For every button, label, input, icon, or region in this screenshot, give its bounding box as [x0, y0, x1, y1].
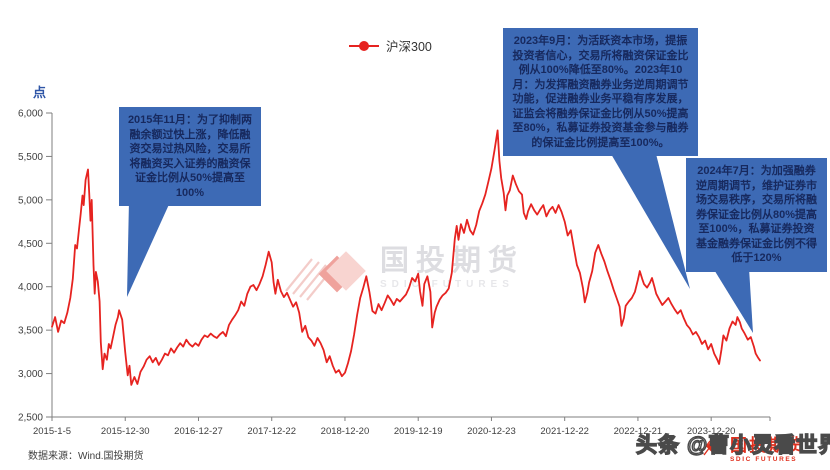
center-watermark-text: 国投期货 SDIC FUTURES	[380, 245, 525, 291]
y-tick-label: 3,000	[18, 369, 43, 380]
corner-logo-en: SDIC FUTURES	[730, 456, 798, 463]
corner-logo-text: 国投期货 SDIC FUTURES	[730, 437, 806, 463]
x-tick-label: 2016-12-27	[174, 426, 223, 437]
y-tick-label: 3,500	[18, 326, 43, 337]
callout-2023-09: 2023年9月：为活跃资本市场，提振投资者信心，交易所将融资保证金比例从100%…	[503, 28, 698, 157]
overlay-watermark-text: 头条 @曹小灵看世界	[635, 433, 830, 457]
y-tick-label: 4,500	[18, 239, 43, 250]
callout-2024-07: 2024年7月：为加强融券逆周期调节，维护证券市场交易秩序，交易所将融券保证金比…	[686, 158, 827, 272]
legend-line-marker-icon	[349, 40, 379, 51]
y-tick-label: 6,000	[18, 109, 43, 120]
y-tick-label: 2,500	[18, 413, 43, 424]
x-tick-label: 2015-12-30	[101, 426, 150, 437]
callout-2015-11: 2015年11月：为了抑制两融余额过快上涨，降低融资交易过热风险，交易所将融资买…	[119, 107, 261, 207]
y-tick-label: 4,000	[18, 282, 43, 293]
x-tick-label: 2018-12-20	[321, 426, 370, 437]
x-tick-label: 2019-12-19	[394, 426, 443, 437]
x-tick-label: 2017-12-22	[247, 426, 296, 437]
x-tick-label: 2020-12-23	[467, 426, 516, 437]
y-tick-label: 5,000	[18, 195, 43, 206]
center-watermark: 国投期货 SDIC FUTURES	[282, 247, 524, 305]
legend: 沪深300	[348, 36, 432, 55]
y-tick-label: 5,500	[18, 152, 43, 163]
center-watermark-en: SDIC FUTURES	[380, 279, 514, 290]
x-tick-label: 2023-12-20	[687, 426, 736, 437]
corner-logo: 国投期货 SDIC FUTURES	[700, 437, 806, 463]
y-axis-unit-label: 点	[33, 85, 47, 100]
x-tick-label: 2022-12-21	[614, 426, 663, 437]
callout-tail	[597, 130, 690, 289]
corner-logo-cn: 国投期货	[730, 436, 806, 455]
x-tick-label: 2021-12-22	[540, 426, 589, 437]
callout-tail	[127, 200, 171, 297]
x-tick-label: 2015-1-5	[33, 426, 71, 437]
data-source-note: 数据来源：Wind.国投期货	[28, 451, 144, 462]
center-watermark-cn: 国投期货	[380, 245, 525, 277]
csi300-price-line	[51, 129, 761, 386]
legend-label: 沪深300	[386, 40, 432, 54]
callout-tail	[713, 268, 753, 333]
sdic-diamond-logo-small-icon	[700, 437, 726, 456]
sdic-diamond-logo-icon	[285, 251, 366, 301]
